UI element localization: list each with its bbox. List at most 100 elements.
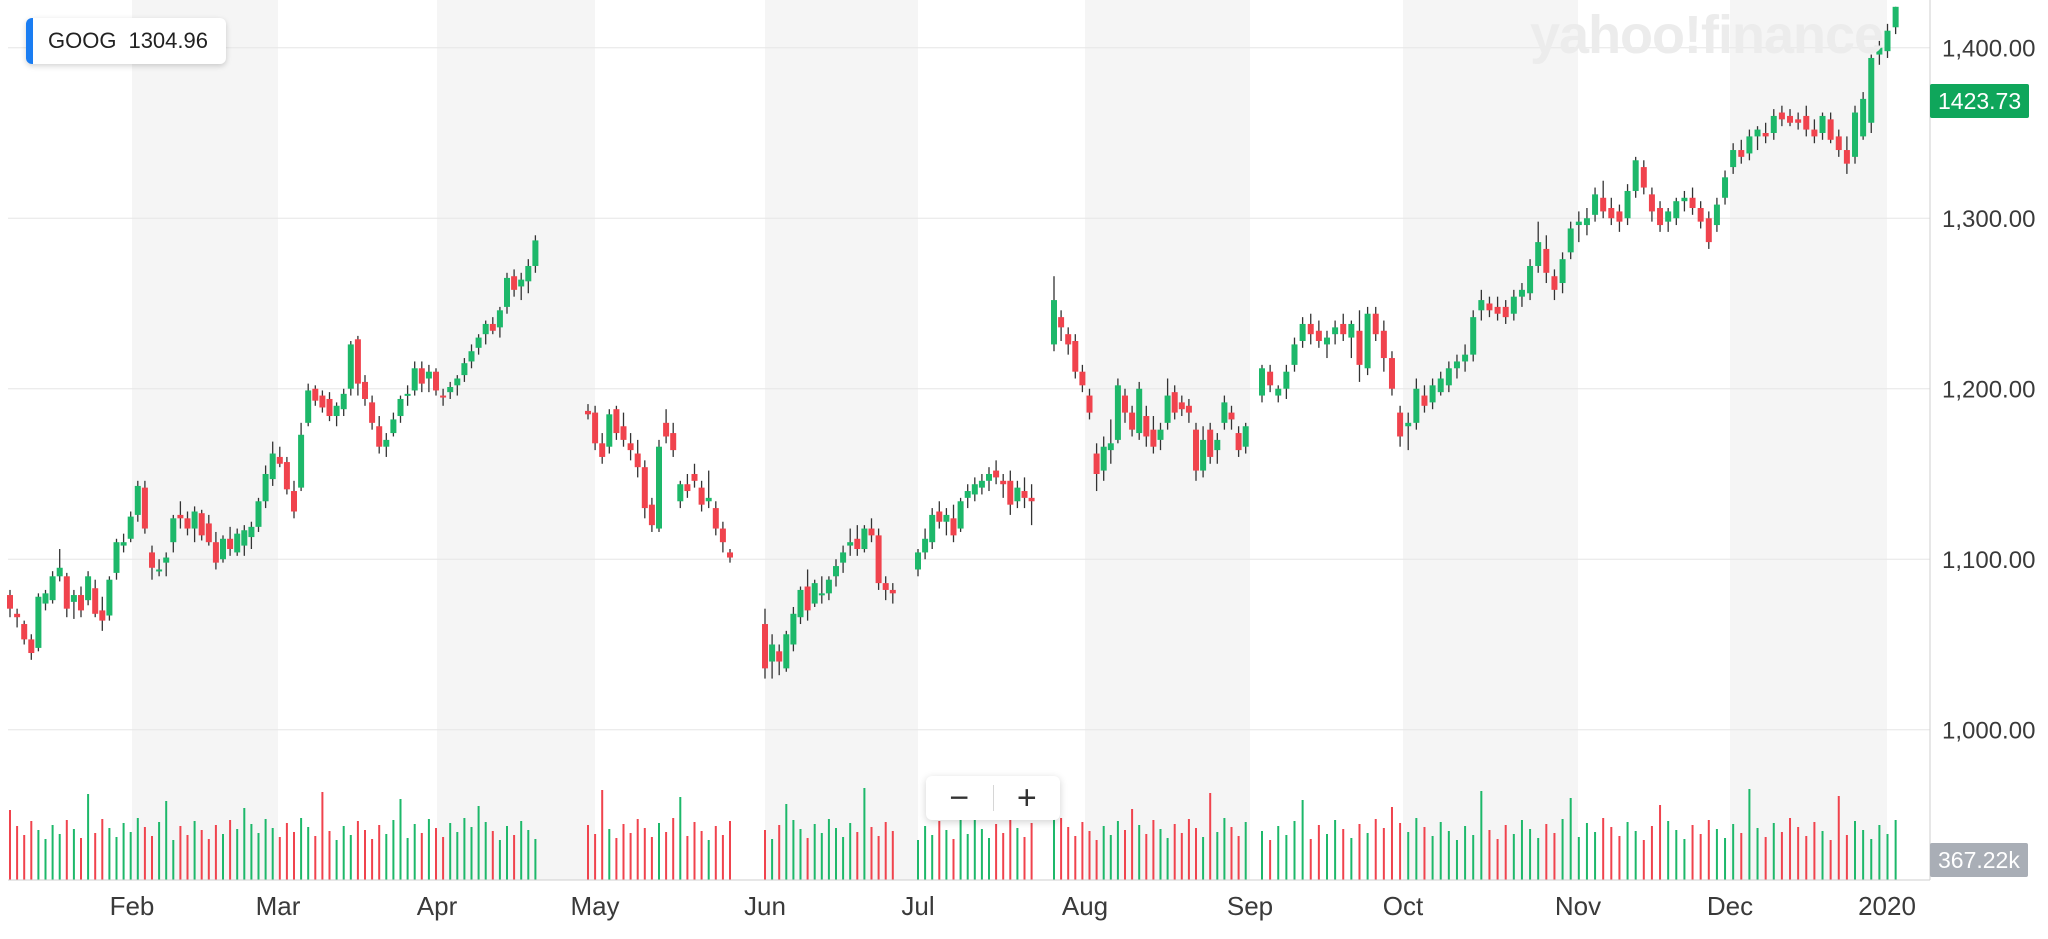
x-tick-label: Dec (1707, 891, 1753, 921)
candle-body (1171, 392, 1178, 413)
candle-body (840, 552, 847, 563)
candle-body (825, 579, 832, 594)
candle (1164, 378, 1171, 430)
candle-body (390, 419, 397, 434)
candle-body (1884, 30, 1891, 52)
candle-body (220, 538, 226, 560)
candle (56, 549, 63, 582)
candle (1770, 109, 1777, 140)
candle-body (1624, 190, 1631, 219)
candle (627, 433, 634, 461)
candle-body (943, 514, 950, 522)
candle (376, 416, 383, 454)
candle-body (1437, 378, 1444, 393)
candle-body (163, 557, 170, 563)
candle-body (1093, 453, 1100, 474)
candle (1559, 252, 1566, 294)
candle (454, 375, 461, 396)
yahoo-finance-logo: yahoo!finance (1530, 5, 1884, 65)
candle (1021, 477, 1028, 509)
month-bands (132, 0, 1887, 880)
zoom-out-button[interactable]: − (949, 778, 970, 817)
candle-body (1348, 323, 1355, 338)
candle (1624, 184, 1631, 226)
candle (1681, 190, 1688, 212)
candle (205, 514, 212, 546)
candle-body (613, 409, 620, 434)
candle-body (1827, 119, 1834, 140)
candle-body (882, 583, 889, 590)
candle-body (1462, 354, 1469, 362)
x-tick-label: Nov (1555, 891, 1601, 921)
candle (684, 473, 691, 498)
candle-body (1697, 208, 1704, 222)
candle-body (684, 484, 691, 492)
candle (291, 480, 297, 519)
candle-body (1072, 341, 1079, 372)
candle (1340, 313, 1347, 341)
candle (496, 306, 503, 338)
candle-body (78, 595, 84, 611)
candle (1100, 436, 1107, 481)
candle-body (511, 276, 518, 290)
candle (113, 538, 120, 580)
ticker-value: 1304.96 (128, 28, 208, 53)
candle-body (411, 368, 418, 391)
candle (957, 497, 964, 532)
candle-body (698, 487, 705, 505)
candle-body (1811, 129, 1818, 137)
candle (504, 272, 510, 314)
candle (1616, 204, 1623, 232)
candle-body (1000, 480, 1007, 485)
candle-body (1275, 388, 1282, 396)
candle-body (1107, 443, 1114, 451)
candle (70, 589, 77, 619)
candle (1364, 306, 1371, 376)
candle (198, 509, 205, 541)
candle (1722, 170, 1729, 205)
candle-body (691, 473, 698, 481)
candle-body (70, 595, 77, 602)
candle (1348, 320, 1355, 359)
candle-body (283, 462, 290, 490)
candle (397, 395, 404, 423)
zoom-in-button[interactable]: + (1016, 778, 1037, 817)
candle-body (1795, 119, 1802, 123)
candle (411, 361, 418, 396)
candle-body (1852, 112, 1859, 157)
candle (1228, 405, 1235, 430)
candle-body (113, 542, 120, 573)
candle-body (1164, 395, 1171, 423)
candle (613, 405, 620, 440)
candle-body (1291, 344, 1298, 365)
candle-body (1079, 371, 1086, 386)
candle-body (532, 240, 539, 266)
candle (677, 480, 684, 509)
volume-bars (9, 788, 1897, 880)
candle-body (1616, 211, 1623, 222)
candle (1811, 119, 1818, 144)
candle-body (1421, 395, 1428, 406)
candle (585, 404, 591, 420)
y-tick-label: 1,200.00 (1942, 377, 2035, 404)
candle (1007, 470, 1014, 515)
candle (212, 531, 219, 570)
candle (1713, 197, 1720, 232)
candle-body (42, 593, 49, 604)
candle (915, 549, 921, 577)
candle (993, 460, 1000, 485)
candle-body (1397, 412, 1404, 437)
candle-body (1315, 330, 1322, 341)
candle (127, 511, 134, 543)
candle-body (1673, 201, 1680, 219)
candle (184, 511, 191, 536)
candle-body (971, 484, 978, 495)
candle (1207, 422, 1214, 464)
ticker-badge[interactable]: GOOG 1304.96 (26, 18, 226, 64)
candle-body (1129, 412, 1136, 430)
candle-body (1819, 115, 1826, 133)
candle (818, 576, 825, 604)
candle (276, 446, 283, 468)
candle-body (978, 480, 985, 488)
candle-body (504, 277, 510, 307)
